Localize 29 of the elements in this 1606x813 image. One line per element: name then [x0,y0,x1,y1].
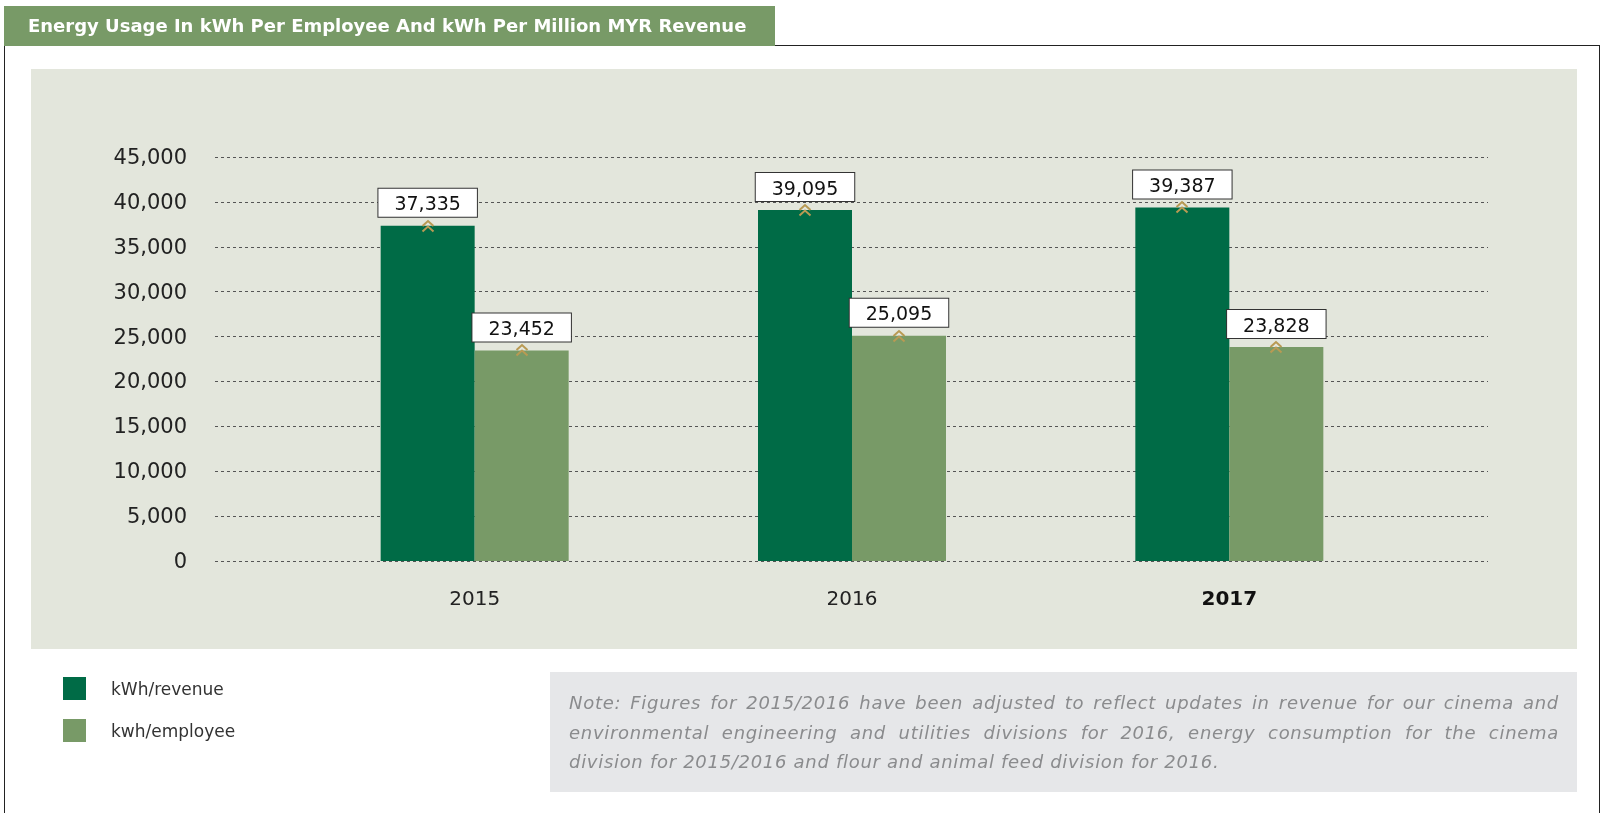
y-tick-label: 0 [173,549,187,573]
bar [1135,207,1230,561]
y-tick-label: 40,000 [113,189,187,214]
y-tick-label: 5,000 [126,504,187,529]
y-tick-label: 35,000 [113,234,187,259]
y-tick-label: 15,000 [113,414,187,439]
bar [852,335,946,561]
bar [758,210,852,561]
x-tick-label: 2016 [826,586,878,610]
bar [380,225,475,561]
chart-title: Energy Usage In kWh Per Employee And kWh Per Million MYR Revenue [4,6,775,46]
bar [1229,347,1324,561]
y-tick-label: 45,000 [113,145,187,169]
y-tick-label: 25,000 [113,324,187,349]
legend-label: kwh/employee [111,720,236,741]
data-label: 25,095 [865,302,933,325]
data-label: 39,095 [771,176,839,199]
y-tick-label: 10,000 [113,459,187,484]
data-label: 23,828 [1243,313,1310,336]
x-tick-label: 2017 [1201,586,1258,610]
data-label: 23,452 [488,316,555,339]
data-label: 39,387 [1149,173,1216,196]
x-tick-label: 2015 [449,586,501,610]
bar [474,350,569,561]
data-label: 37,335 [394,192,461,215]
text: Note: Figures for 2015/2016 have been adjusted to reflect updates in revenue for our cinema and environmental engineering and utilities divisions for 2016, energy consumption for the cinema division for 2015/2016 and flour and animal feed division for 2016. [550,672,1577,792]
y-tick-label: 30,000 [113,279,187,304]
legend-label: kWh/revenue [111,678,224,699]
y-tick-label: 20,000 [113,369,187,394]
